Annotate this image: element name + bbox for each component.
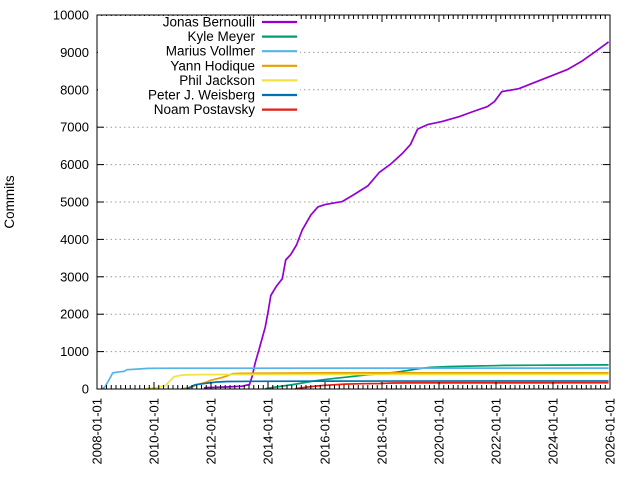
legend-label-peter-j-weisberg: Peter J. Weisberg: [148, 88, 255, 103]
y-tick-label: 7000: [60, 120, 89, 135]
axis-label-layer: 0 1000 2000 3000 4000 5000 6000 7000 8000 9000 100…: [53, 8, 618, 465]
series-layer: [102, 41, 610, 390]
x-tick-label: 2008-01-01: [90, 398, 105, 465]
x-tick-label: 2022-01-01: [489, 398, 504, 465]
x-tick-label: 2010-01-01: [147, 398, 162, 465]
y-tick-label: 9000: [60, 45, 89, 60]
legend-label-noam-postavsky: Noam Postavsky: [154, 102, 256, 117]
y-axis-title: Commits: [2, 175, 17, 228]
x-tick-label: 2024-01-01: [546, 398, 561, 465]
series-line-peter-j-weisberg: [186, 380, 609, 390]
x-tick-label: 2020-01-01: [432, 398, 447, 465]
x-tick-label: 2012-01-01: [204, 398, 219, 465]
y-tick-label: 3000: [60, 269, 89, 284]
legend-label-marius-vollmer: Marius Vollmer: [166, 44, 256, 59]
legend-label-yann-hodique: Yann Hodique: [170, 58, 255, 73]
x-tick-label: 2016-01-01: [318, 398, 333, 465]
x-tick-label: 2018-01-01: [375, 398, 390, 465]
legend-label-phil-jackson: Phil Jackson: [179, 73, 255, 88]
series-line-jonas-bernoulli: [203, 41, 610, 389]
y-tick-label: 2000: [60, 307, 89, 322]
legend-label-jonas-bernoulli: Jonas Bernoulli: [163, 15, 255, 30]
y-tick-label: 0: [82, 382, 89, 397]
legend-background: [98, 16, 300, 121]
legend-label-kyle-meyer: Kyle Meyer: [187, 29, 255, 44]
x-tick-label: 2014-01-01: [261, 398, 276, 465]
y-tick-label: 5000: [60, 195, 89, 210]
y-tick-label: 8000: [60, 82, 89, 97]
series-line-noam-postavsky: [294, 381, 609, 390]
y-tick-label: 6000: [60, 157, 89, 172]
grid-layer: [97, 51, 610, 353]
series-line-marius-vollmer: [102, 367, 609, 390]
y-tick-label: 1000: [60, 344, 89, 359]
y-tick-label: 10000: [53, 8, 89, 23]
x-tick-label: 2026-01-01: [603, 398, 618, 465]
series-line-phil-jackson: [145, 373, 609, 390]
y-tick-label: 4000: [60, 232, 89, 247]
